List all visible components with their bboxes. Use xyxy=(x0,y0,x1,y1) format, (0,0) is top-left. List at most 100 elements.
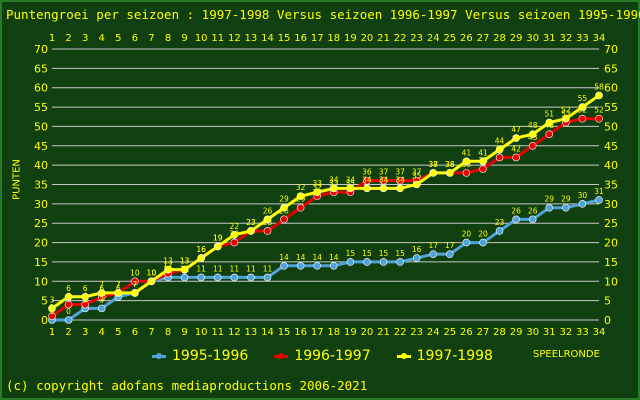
y-tick-left-15: 15 xyxy=(34,256,48,269)
series-line-1996-1997 xyxy=(51,117,599,318)
y-tick-left-55: 55 xyxy=(34,101,48,114)
x-tick-top-11: 11 xyxy=(211,33,224,44)
legend-item-1997: 1997-1998 xyxy=(396,348,493,364)
y-tick-right-45: 45 xyxy=(604,140,618,153)
x-tick-top-26: 26 xyxy=(460,33,473,44)
data-label-1997-1998-26: 41 xyxy=(462,148,472,157)
data-label-1997-1998-1: 3 xyxy=(50,295,55,304)
series-point-1997-1998-26 xyxy=(462,157,471,166)
series-point-1995-1996-19 xyxy=(346,258,355,266)
series-point-1996-1997-1 xyxy=(48,312,56,320)
series-point-1996-1997-31 xyxy=(545,130,554,138)
data-label-1996-1997-2: 4 xyxy=(66,292,71,301)
series-point-1995-1996-29 xyxy=(512,215,520,224)
series-point-1997-1998-31 xyxy=(545,118,554,127)
x-tick-bottom-16: 16 xyxy=(294,327,307,338)
x-tick-top-33: 33 xyxy=(576,33,589,44)
data-label-1996-1997-21: 37 xyxy=(379,168,389,177)
data-label-1997-1998-22: 34 xyxy=(395,175,405,184)
series-point-1995-1996-13 xyxy=(247,273,255,282)
series-point-1995-1996-20 xyxy=(363,258,371,266)
x-tick-top-27: 27 xyxy=(477,33,490,44)
series-point-1995-1996-12 xyxy=(230,273,239,282)
x-tick-top-21: 21 xyxy=(377,33,390,44)
series-point-1995-1996-23 xyxy=(412,254,421,262)
series-point-1997-1998-28 xyxy=(495,145,504,154)
data-label-1996-1997-31: 48 xyxy=(544,121,554,130)
series-point-1997-1998-6 xyxy=(131,289,139,297)
series-point-1995-1996-27 xyxy=(479,238,487,247)
series-point-1997-1998-11 xyxy=(213,242,222,251)
x-tick-bottom-27: 27 xyxy=(477,327,490,338)
data-label-1995-1996-5: 6 xyxy=(116,284,121,293)
data-label-1995-1996-12: 11 xyxy=(230,264,240,273)
y-tick-right-35: 35 xyxy=(604,179,618,192)
data-label-1995-1996-18: 14 xyxy=(329,253,339,262)
x-tick-bottom-19: 19 xyxy=(344,327,357,338)
x-tick-bottom-2: 2 xyxy=(65,327,71,338)
data-label-1996-1997-28: 39 xyxy=(495,144,505,153)
data-label-1996-1997-18: 33 xyxy=(329,179,339,188)
series-point-1996-1997-29 xyxy=(512,153,520,162)
series-point-1996-1997-2 xyxy=(64,300,73,309)
data-label-1997-1998-20: 34 xyxy=(362,175,372,184)
x-tick-bottom-31: 31 xyxy=(543,327,556,338)
legend-label-1995: 1995-1996 xyxy=(172,348,249,364)
data-label-1996-1997-20: 36 xyxy=(362,168,372,177)
data-label-1995-1996-23: 16 xyxy=(412,245,422,254)
data-label-1996-1997-8: 12 xyxy=(163,261,173,270)
data-label-1995-1996-31: 29 xyxy=(544,195,554,204)
x-tick-bottom-26: 26 xyxy=(460,327,473,338)
data-label-1996-1997-27: 38 xyxy=(478,156,488,165)
x-tick-top-10: 10 xyxy=(195,33,208,44)
y-tick-left-40: 40 xyxy=(34,159,48,172)
legend-item-1996: 1996-1997 xyxy=(274,348,371,364)
legend-label-1997: 1997-1998 xyxy=(416,348,493,364)
series-point-1997-1998-29 xyxy=(512,134,520,142)
series-point-1997-1998-9 xyxy=(180,265,189,274)
series-point-1995-1996-26 xyxy=(462,238,471,247)
data-label-1995-1996-8: 11 xyxy=(163,264,173,273)
data-label-1995-1996-19: 15 xyxy=(346,249,356,258)
data-label-1996-1997-15: 26 xyxy=(279,206,289,215)
series-point-1996-1997-27 xyxy=(479,165,487,173)
data-label-1996-1997-22: 37 xyxy=(395,168,405,177)
series-point-1995-1996-33 xyxy=(578,200,587,208)
x-tick-top-19: 19 xyxy=(344,33,357,44)
series-point-1997-1998-5 xyxy=(114,289,123,297)
data-label-1995-1996-29: 26 xyxy=(511,206,521,215)
x-tick-bottom-33: 33 xyxy=(576,327,589,338)
x-tick-top-20: 20 xyxy=(361,33,374,44)
data-label-1996-1997-17: 32 xyxy=(312,183,322,192)
x-tick-top-3: 3 xyxy=(82,33,88,44)
x-tick-top-2: 2 xyxy=(65,33,71,44)
x-tick-bottom-11: 11 xyxy=(211,327,224,338)
y-tick-left-45: 45 xyxy=(34,140,48,153)
series-point-1997-1998-22 xyxy=(396,184,404,193)
y-tick-left-70: 70 xyxy=(34,43,48,56)
data-label-1997-1998-2: 6 xyxy=(66,284,71,293)
series-point-1997-1998-34 xyxy=(595,91,603,100)
y-tick-left-25: 25 xyxy=(34,217,48,230)
x-tick-top-32: 32 xyxy=(559,33,572,44)
data-label-1995-1996-34: 31 xyxy=(594,187,604,196)
data-label-1995-1996-14: 11 xyxy=(263,264,273,273)
legend-label-1996: 1996-1997 xyxy=(294,348,371,364)
series-point-1996-1997-26 xyxy=(462,169,471,177)
y-tick-right-30: 30 xyxy=(604,198,618,211)
series-point-1997-1998-3 xyxy=(81,292,89,301)
data-label-1995-1996-17: 14 xyxy=(312,253,322,262)
series-point-1996-1997-12 xyxy=(230,238,239,247)
data-label-1996-1997-7: 10 xyxy=(147,268,157,277)
data-label-1996-1997-1: 1 xyxy=(50,303,55,312)
data-label-1995-1996-28: 23 xyxy=(495,218,505,227)
data-label-1997-1998-8: 13 xyxy=(163,257,173,266)
x-tick-bottom-13: 13 xyxy=(245,327,258,338)
data-label-1997-1998-21: 34 xyxy=(379,175,389,184)
data-label-1995-1996-26: 20 xyxy=(462,230,472,239)
data-label-1997-1998-13: 23 xyxy=(246,218,256,227)
x-tick-bottom-5: 5 xyxy=(115,327,121,338)
legend: 1995-1996 1996-1997 1997-1998 xyxy=(152,346,519,366)
y-tick-right-20: 20 xyxy=(604,237,618,250)
